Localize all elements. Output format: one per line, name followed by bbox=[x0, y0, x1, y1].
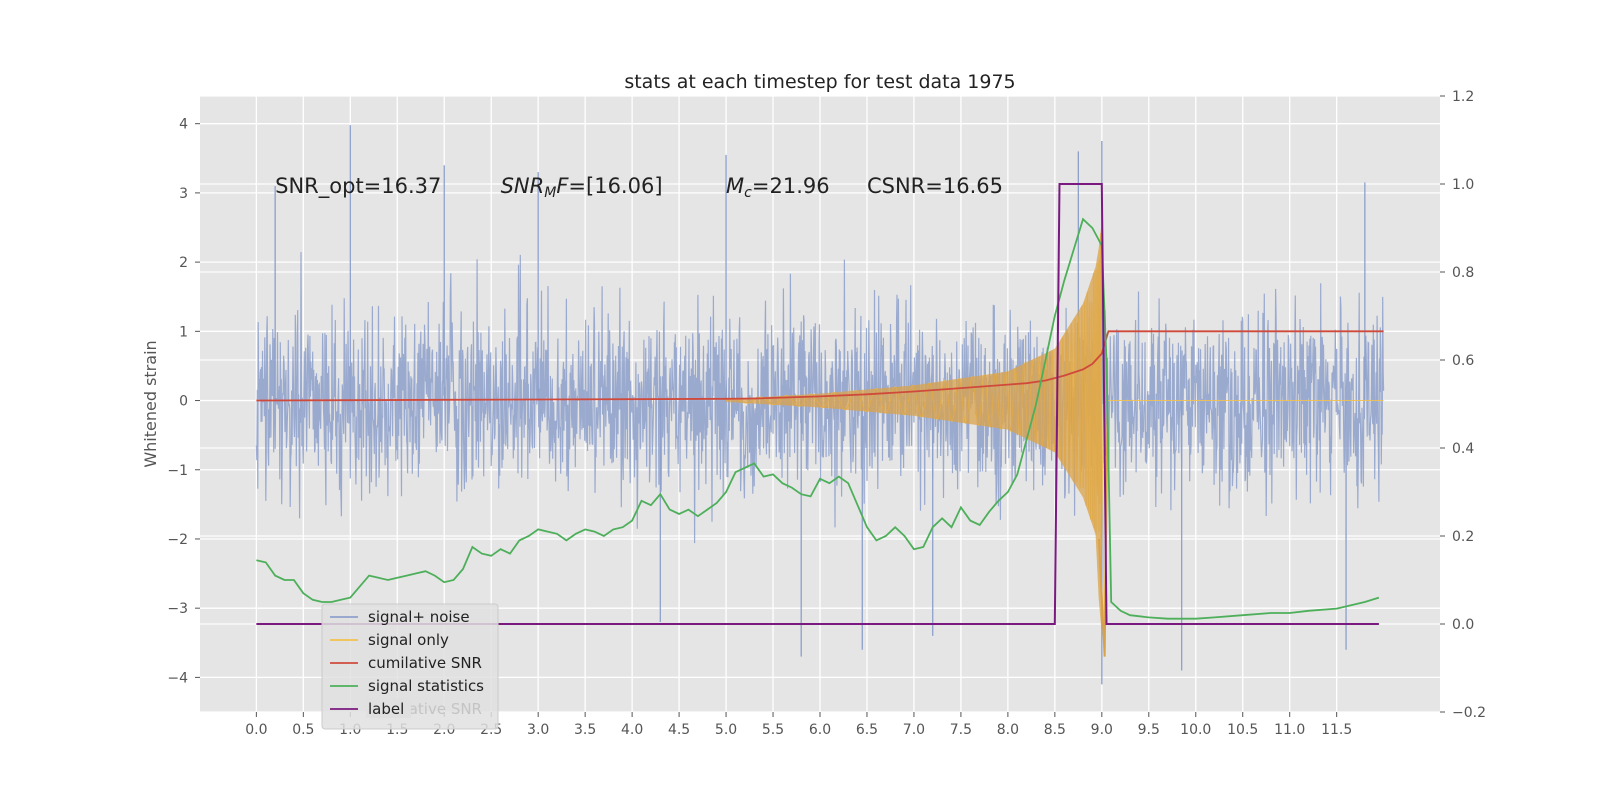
y-axis-label: Whitened strain bbox=[141, 340, 160, 467]
x-tick-label: 6.5 bbox=[856, 722, 878, 738]
x-tick-label: 5.5 bbox=[762, 722, 784, 738]
legend-label: signal+ noise bbox=[368, 608, 470, 626]
annotations: SNR_opt=16.37 SNRMF=[16.06] Mc=21.96 CSNR=1… bbox=[275, 174, 1003, 201]
y-tick-label: −3 bbox=[167, 601, 188, 617]
series-label bbox=[256, 183, 1379, 625]
plot-area bbox=[255, 125, 1385, 685]
legend-box bbox=[321, 603, 499, 730]
x-tick-label: 4.5 bbox=[668, 722, 690, 738]
x-tick-label: 3.0 bbox=[527, 722, 549, 738]
legend-cover bbox=[366, 698, 411, 718]
x-tick-label: 4.0 bbox=[621, 722, 643, 738]
x-tick-label: 8.0 bbox=[997, 722, 1019, 738]
signal-only-envelope bbox=[726, 220, 1102, 635]
x-tick-label: 11.0 bbox=[1274, 722, 1305, 738]
chart-title: stats at each timestep for test data 197… bbox=[624, 71, 1015, 93]
x-tick-label: 5.0 bbox=[715, 722, 737, 738]
y2-tick-label: 0.4 bbox=[1452, 441, 1474, 457]
annotation-text: Mc=21.96 bbox=[726, 174, 830, 201]
y-tick-label: −2 bbox=[167, 532, 188, 548]
x-tick-label: 6.0 bbox=[809, 722, 831, 738]
y-tick-label: 0 bbox=[179, 394, 188, 410]
x-tick-label: 9.0 bbox=[1091, 722, 1113, 738]
x-tick-label: 0.0 bbox=[245, 722, 267, 738]
x-tick-label: 10.5 bbox=[1227, 722, 1258, 738]
y2-tick-label: 1.0 bbox=[1452, 177, 1474, 193]
y-tick-label: 1 bbox=[179, 324, 188, 340]
annotation-text: SNRMF=[16.06] bbox=[501, 174, 663, 201]
x-tick-label: 10.0 bbox=[1180, 722, 1211, 738]
y-tick-label: 4 bbox=[179, 117, 188, 133]
x-tick-label: 8.5 bbox=[1044, 722, 1066, 738]
y-tick-label: −1 bbox=[167, 463, 188, 479]
x-tick-label: 7.0 bbox=[903, 722, 925, 738]
x-tick-label: 7.5 bbox=[950, 722, 972, 738]
x-tick-label: 0.5 bbox=[292, 722, 314, 738]
x-tick-label: 3.5 bbox=[574, 722, 596, 738]
legend: signal+ noise signal only cumilative SNR si… bbox=[321, 603, 499, 730]
y2-tick-label: 0.6 bbox=[1452, 353, 1474, 369]
y-tick-label: 3 bbox=[179, 186, 188, 202]
legend-label: signal statistics bbox=[368, 677, 484, 695]
y2-tick-label: −0.2 bbox=[1452, 705, 1486, 721]
y2-tick-label: 0.8 bbox=[1452, 265, 1474, 281]
legend-label: label bbox=[368, 700, 404, 718]
signal-only-dip bbox=[1098, 414, 1109, 657]
legend-label: cumilative SNR bbox=[368, 654, 482, 672]
x-tick-label: 11.5 bbox=[1321, 722, 1352, 738]
y2-tick-label: 1.2 bbox=[1452, 89, 1474, 105]
y2-tick-label: 0.0 bbox=[1452, 617, 1474, 633]
y2-tick-label: 0.2 bbox=[1452, 529, 1474, 545]
annotation-text: CSNR=16.65 bbox=[867, 174, 1003, 198]
series-cumulative-snr bbox=[256, 330, 1384, 402]
y-tick-label: 2 bbox=[179, 255, 188, 271]
legend-label: signal only bbox=[368, 631, 449, 649]
y-tick-label: −4 bbox=[167, 670, 188, 686]
annotation-text: SNR_opt=16.37 bbox=[275, 174, 441, 199]
x-tick-label: 9.5 bbox=[1138, 722, 1160, 738]
series-signal-statistics bbox=[256, 217, 1380, 620]
